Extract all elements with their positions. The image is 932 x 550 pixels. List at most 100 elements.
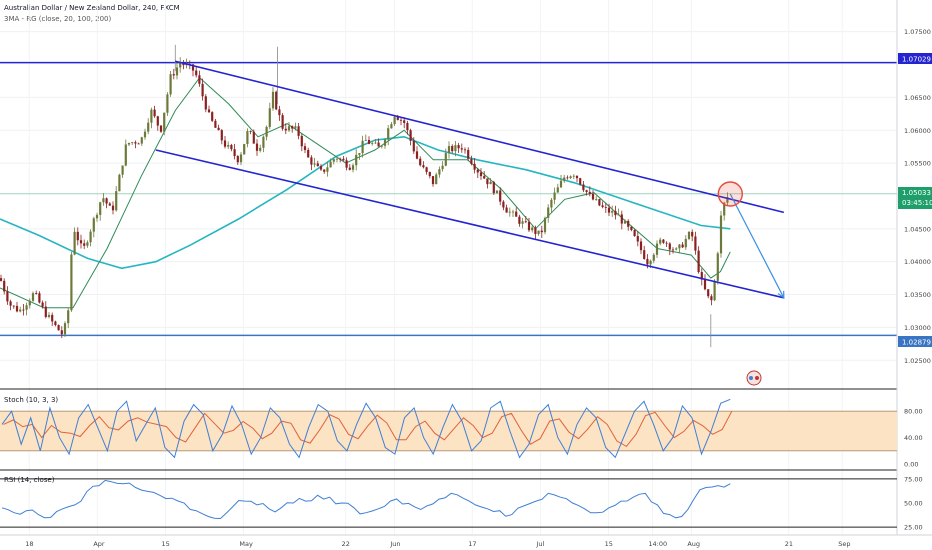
candle-body: [259, 147, 262, 151]
candle-body: [361, 140, 364, 154]
candle-body: [585, 190, 588, 192]
candle-body: [665, 242, 668, 244]
candle-body: [255, 143, 259, 151]
stoch-tick-label: 80.00: [904, 408, 923, 416]
time-tick-label: May: [239, 540, 253, 548]
price-tick-label: 1.07500: [904, 28, 931, 36]
candle-body: [716, 253, 719, 281]
candle-body: [63, 323, 67, 335]
candle-body: [422, 165, 425, 168]
candle-body: [140, 137, 143, 144]
candle-body: [233, 149, 236, 157]
candle-body: [323, 169, 326, 172]
candle-body: [54, 321, 57, 326]
candle-body: [291, 126, 294, 129]
candle-body: [483, 176, 486, 179]
candle-body: [588, 191, 591, 194]
candle-body: [630, 226, 633, 231]
candle-body: [127, 142, 131, 145]
candle-body: [223, 140, 227, 147]
price-tick-label: 1.04000: [904, 258, 931, 266]
candle-body: [153, 109, 156, 117]
candle-body: [214, 120, 217, 128]
candle-body: [387, 128, 390, 140]
candle-body: [0, 278, 3, 281]
candle-body: [179, 62, 182, 68]
candle-body: [271, 91, 275, 109]
candle-body: [614, 210, 617, 216]
candle-body: [134, 142, 137, 144]
candle-body: [620, 214, 623, 224]
candle-body: [83, 243, 86, 246]
candle-body: [611, 210, 614, 213]
candle-body: [607, 207, 611, 213]
candle-body: [35, 293, 38, 294]
candle-body: [236, 156, 239, 163]
candle-body: [355, 154, 358, 166]
candle-body: [294, 126, 297, 129]
candle-body: [326, 167, 329, 172]
candle-body: [515, 211, 518, 217]
candle-body: [348, 167, 351, 170]
candle-body: [374, 142, 377, 144]
time-tick-label: Jun: [389, 540, 400, 548]
candle-body: [463, 149, 467, 151]
candle-body: [431, 176, 435, 185]
candle-body: [124, 144, 127, 166]
time-tick-label: Jul: [535, 540, 544, 548]
candle-body: [377, 142, 380, 147]
rsi-line: [1, 479, 731, 520]
candle-body: [332, 159, 335, 162]
price-tick-label: 1.04500: [904, 225, 931, 233]
candle-body: [342, 158, 345, 161]
candle-body: [6, 291, 9, 302]
candle-body: [131, 142, 134, 144]
candle-body: [335, 158, 339, 160]
candle-body: [278, 109, 281, 116]
candle-body: [447, 146, 451, 154]
candle-body: [92, 218, 95, 232]
candle-body: [617, 214, 620, 216]
candle-body: [668, 243, 671, 250]
candle-body: [527, 221, 531, 231]
candle-body: [678, 244, 681, 249]
symbol-title: Australian Dollar / New Zealand Dollar, …: [4, 4, 180, 12]
candle-body: [499, 190, 502, 202]
candle-body: [15, 305, 19, 312]
candle-body: [172, 74, 175, 76]
candle-body: [310, 157, 313, 165]
event-flag-icon[interactable]: [746, 370, 762, 386]
candle-body: [582, 184, 585, 191]
candle-body: [454, 145, 457, 152]
candle-body: [531, 227, 534, 231]
candle-body: [76, 231, 79, 241]
candle-body: [287, 126, 291, 131]
candle-body: [246, 131, 249, 145]
candle-body: [543, 217, 547, 233]
candle-body: [671, 249, 675, 251]
candle-body: [9, 301, 12, 306]
candle-body: [598, 199, 601, 206]
candle-body: [316, 163, 319, 167]
candle-body: [371, 143, 374, 145]
stoch-d-line: [3, 410, 733, 448]
price-tick-label: 1.05500: [904, 160, 931, 168]
bottom-level-badge: 1.02879: [898, 336, 932, 347]
channel-upper-line: [175, 60, 785, 214]
candle-body: [451, 146, 454, 152]
candle-body: [351, 165, 355, 170]
candle-body: [486, 178, 489, 185]
candle-body: [479, 172, 483, 177]
candle-body: [25, 305, 28, 310]
price-grid: [0, 0, 897, 535]
candle-body: [175, 67, 179, 76]
candle-body: [428, 171, 431, 177]
price-tick-label: 1.06500: [904, 94, 931, 102]
candle-body: [655, 243, 659, 255]
candle-body: [707, 289, 710, 297]
candle-body: [220, 130, 223, 141]
candle-body: [143, 131, 147, 138]
drawings: [155, 60, 785, 300]
candle-body: [28, 300, 31, 306]
